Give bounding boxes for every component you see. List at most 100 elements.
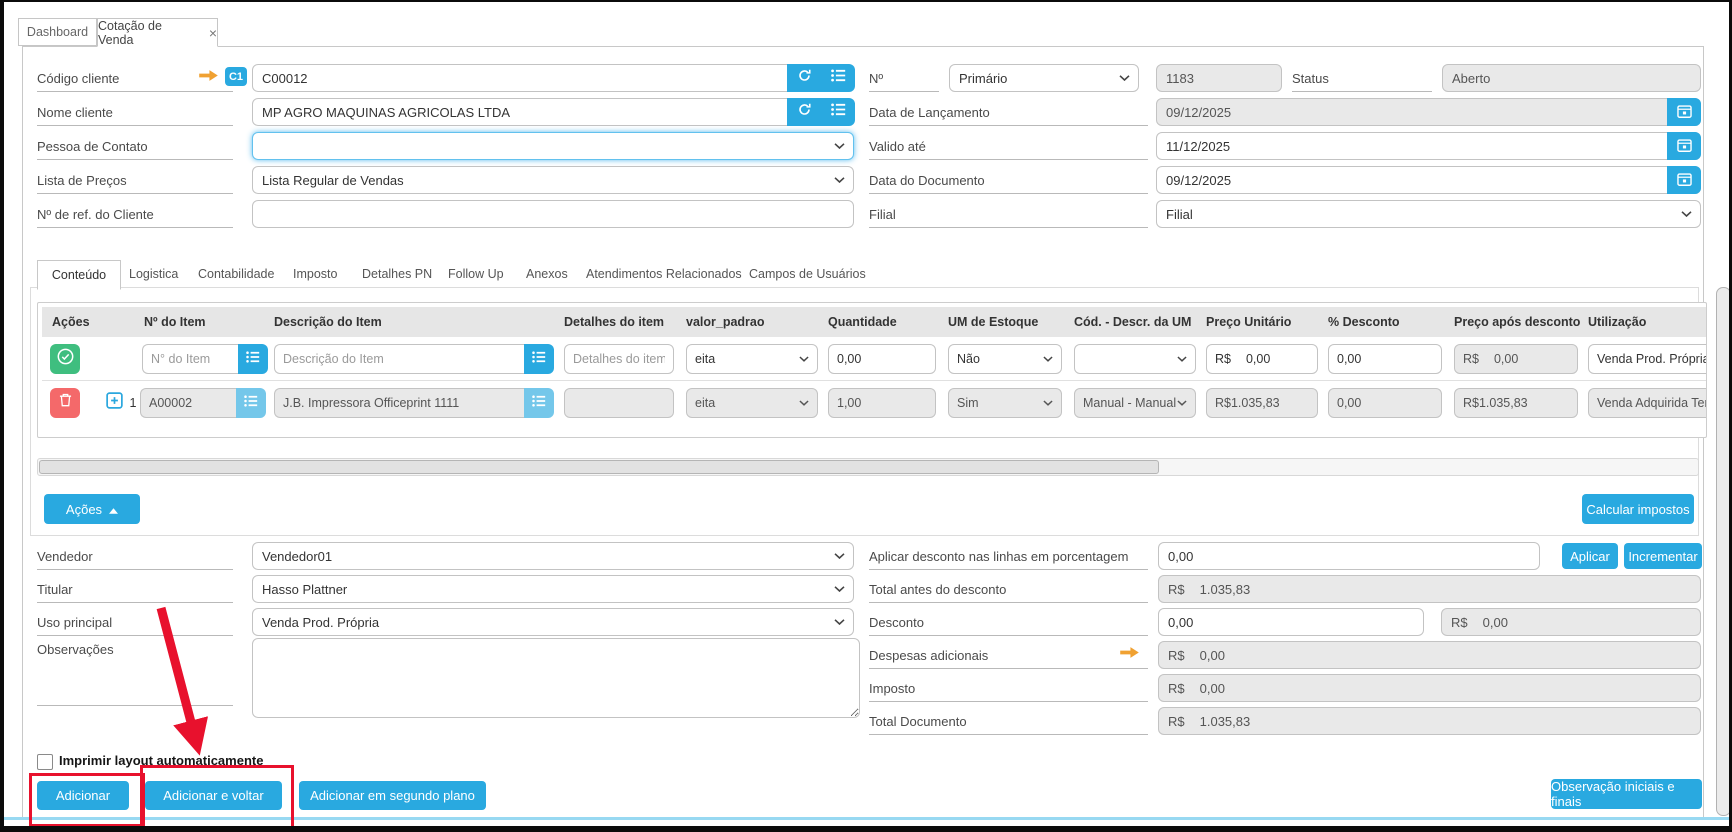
new-desconto-input[interactable]	[1328, 344, 1442, 374]
adicionar-e-voltar-button[interactable]: Adicionar e voltar	[145, 781, 282, 810]
new-valor-padrao-select[interactable]: eita	[686, 344, 818, 374]
items-table: Ações Nº do Item Descrição do Item Detal…	[37, 302, 1707, 438]
col-um-estoque: UM de Estoque	[948, 315, 1074, 329]
desconto-input[interactable]	[1158, 608, 1424, 636]
calendar-button[interactable]	[1667, 98, 1701, 126]
chevron-down-icon	[799, 400, 809, 406]
pessoa-contato-select[interactable]	[252, 132, 854, 160]
new-item-detalhes-input[interactable]	[564, 344, 674, 374]
chevron-down-icon	[1177, 356, 1187, 362]
tab-contabilidade[interactable]: Contabilidade	[198, 260, 274, 288]
desconto-label: Desconto	[869, 606, 1148, 636]
refresh-button[interactable]	[787, 98, 822, 126]
total-antes-field: R$1.035,83	[1158, 575, 1701, 603]
tab-conteudo[interactable]: Conteúdo	[37, 260, 121, 290]
list-icon	[831, 103, 846, 121]
close-icon[interactable]: ×	[209, 26, 217, 40]
total-antes-label: Total antes do desconto	[869, 573, 1148, 603]
row-number: 1	[127, 396, 139, 410]
choose-list-button[interactable]	[821, 64, 855, 92]
desc-list-button[interactable]	[524, 344, 554, 374]
page-vertical-scrollbar[interactable]	[1716, 287, 1731, 816]
chevron-down-icon	[834, 619, 845, 625]
desconto-pct-field: 0,00	[1328, 388, 1442, 418]
tab-follow-up[interactable]: Follow Up	[448, 260, 504, 288]
calcular-impostos-button[interactable]: Calcular impostos	[1582, 494, 1694, 524]
tab-campos-de-usuarios[interactable]: Campos de Usuários	[749, 260, 866, 288]
item-list-button[interactable]	[236, 388, 266, 418]
imprimir-checkbox-label: Imprimir layout automaticamente	[59, 753, 263, 768]
observacoes-label: Observações	[37, 638, 233, 706]
aplicar-button[interactable]: Aplicar	[1562, 543, 1618, 569]
status-field: Aberto	[1442, 64, 1701, 92]
new-utilizacao-select[interactable]: Venda Prod. Própria	[1588, 344, 1707, 374]
calendar-icon	[1677, 172, 1692, 189]
desc-list-button[interactable]	[524, 388, 554, 418]
confirm-row-button[interactable]	[50, 344, 80, 374]
list-icon	[244, 394, 258, 412]
numero-serie-select[interactable]: Primário	[949, 64, 1139, 92]
chevron-down-icon	[834, 177, 845, 183]
col-valor-padrao: valor_padrao	[686, 315, 828, 329]
data-documento-field[interactable]: 09/12/2025	[1156, 166, 1701, 194]
aplicar-desconto-input[interactable]	[1158, 542, 1540, 570]
delete-row-button[interactable]	[50, 388, 80, 418]
new-item-desc-input[interactable]	[274, 344, 524, 374]
incrementar-button[interactable]: Incrementar	[1624, 543, 1702, 569]
refresh-button[interactable]	[787, 64, 822, 92]
utilizacao-select: Venda Adquirida Ter	[1588, 388, 1707, 418]
acoes-button[interactable]: Ações	[44, 494, 140, 524]
nome-cliente-input[interactable]	[252, 98, 788, 126]
ref-cliente-input[interactable]	[252, 200, 854, 228]
item-list-button[interactable]	[238, 344, 268, 374]
valido-ate-field[interactable]: 11/12/2025	[1156, 132, 1701, 160]
tab-anexos[interactable]: Anexos	[526, 260, 568, 288]
arrow-right-icon[interactable]	[1118, 646, 1141, 664]
vendedor-select[interactable]: Vendedor01	[252, 542, 854, 570]
col-utilizacao: Utilização	[1588, 315, 1707, 329]
list-icon	[246, 350, 260, 368]
new-cod-um-select[interactable]	[1074, 344, 1196, 374]
table-horizontal-scrollbar[interactable]	[37, 458, 1699, 476]
tab-atendimentos-relacionados[interactable]: Atendimentos Relacionados	[586, 260, 742, 288]
new-preco-unitario-input[interactable]: R$0,00	[1206, 344, 1318, 374]
arrow-right-icon[interactable]	[197, 69, 220, 87]
chevron-down-icon	[834, 143, 845, 149]
valido-ate-label: Valido até	[869, 130, 1148, 160]
col-detalhes: Detalhes do item	[564, 315, 686, 329]
adicionar-button[interactable]: Adicionar	[37, 781, 129, 810]
pessoa-contato-label: Pessoa de Contato	[37, 130, 233, 160]
imprimir-checkbox[interactable]	[37, 754, 53, 770]
data-lancamento-field: 09/12/2025	[1156, 98, 1701, 126]
item-code-field: A00002	[140, 388, 236, 418]
um-estoque-select: Sim	[948, 388, 1062, 418]
new-quantidade-input[interactable]	[828, 344, 936, 374]
tab-logistica[interactable]: Logistica	[129, 260, 178, 288]
filial-select[interactable]: Filial	[1156, 200, 1701, 228]
titular-select[interactable]: Hasso Plattner	[252, 575, 854, 603]
duplicate-row-button[interactable]	[106, 392, 123, 414]
new-um-estoque-select[interactable]: Não	[948, 344, 1062, 374]
tab-cotacao-de-venda[interactable]: Cotação de Venda ×	[97, 18, 218, 47]
calendar-button[interactable]	[1667, 132, 1701, 160]
tab-cotacao-label: Cotação de Venda	[98, 19, 201, 47]
tab-imposto[interactable]: Imposto	[293, 260, 337, 288]
new-item-code-input[interactable]	[142, 344, 238, 374]
adicionar-segundo-plano-button[interactable]: Adicionar em segundo plano	[299, 781, 486, 810]
chevron-down-icon	[834, 553, 845, 559]
observacoes-input[interactable]	[252, 638, 860, 718]
observacao-iniciais-finais-button[interactable]: Observação iniciais e finais	[1551, 779, 1702, 809]
titular-label: Titular	[37, 573, 233, 603]
codigo-cliente-input[interactable]	[252, 64, 788, 92]
bottom-divider	[4, 817, 1729, 820]
tab-dashboard[interactable]: Dashboard	[18, 18, 97, 46]
lista-precos-select[interactable]: Lista Regular de Vendas	[252, 166, 854, 194]
tab-detalhes-pn[interactable]: Detalhes PN	[362, 260, 432, 288]
scrollbar-thumb[interactable]	[39, 460, 1159, 474]
refresh-icon	[797, 68, 812, 88]
total-documento-label: Total Documento	[869, 705, 1148, 735]
chevron-down-icon	[1681, 211, 1692, 217]
choose-list-button[interactable]	[821, 98, 855, 126]
calendar-button[interactable]	[1667, 166, 1701, 194]
uso-principal-select[interactable]: Venda Prod. Própria	[252, 608, 854, 636]
